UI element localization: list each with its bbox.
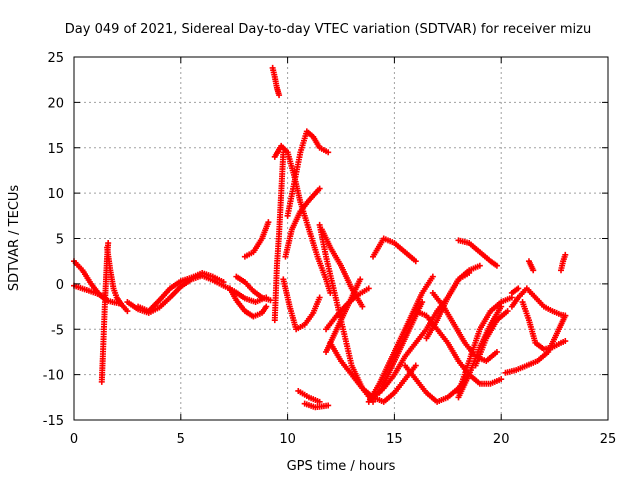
data-point: [562, 312, 569, 319]
x-tick-label: 5: [177, 432, 185, 447]
chart-title: Day 049 of 2021, Sidereal Day-to-day VTE…: [65, 22, 591, 37]
data-point: [265, 219, 272, 226]
data-point: [562, 338, 569, 345]
y-tick-label: 0: [56, 278, 64, 293]
y-tick-label: 15: [47, 142, 64, 157]
data-point: [365, 285, 372, 292]
y-tick-label: 5: [56, 233, 64, 248]
x-axis-label: GPS time / hours: [287, 459, 396, 474]
data-point: [325, 402, 332, 409]
x-tick-label: 15: [386, 432, 403, 447]
data-point: [325, 149, 332, 156]
y-tick-label: 20: [47, 96, 64, 111]
data-point: [267, 297, 274, 304]
data-point: [504, 308, 511, 315]
y-tick-label: -15: [43, 414, 64, 429]
data-point: [263, 303, 270, 310]
x-tick-label: 25: [600, 432, 617, 447]
data-point: [105, 240, 112, 247]
y-axis-label: SDTVAR / TECUs: [7, 185, 22, 292]
data-point: [316, 294, 323, 301]
data-point: [429, 273, 436, 280]
data-point: [316, 185, 323, 192]
data-point: [276, 92, 283, 99]
data-point: [498, 376, 505, 383]
data-point: [530, 267, 537, 274]
data-point: [476, 262, 483, 269]
data-point: [220, 279, 227, 286]
data-point: [124, 308, 131, 315]
data-point: [359, 303, 366, 310]
data-point: [493, 348, 500, 355]
y-tick-label: 25: [47, 51, 64, 66]
data-point: [412, 258, 419, 265]
data-point: [419, 299, 426, 306]
x-tick-label: 10: [279, 432, 296, 447]
data-point: [562, 251, 569, 258]
y-tick-label: -10: [43, 369, 64, 384]
data-point: [412, 362, 419, 369]
x-tick-label: 20: [493, 432, 510, 447]
data-point: [515, 285, 522, 292]
data-points: [71, 64, 569, 411]
axis-ticks: 0 5 10 15 20 25 -15 -10 -5 0 5 10 15 20 25: [43, 51, 617, 447]
data-point: [493, 262, 500, 269]
x-tick-label: 0: [70, 432, 78, 447]
data-point: [357, 276, 364, 283]
y-tick-label: -5: [51, 323, 64, 338]
y-tick-label: 10: [47, 187, 64, 202]
